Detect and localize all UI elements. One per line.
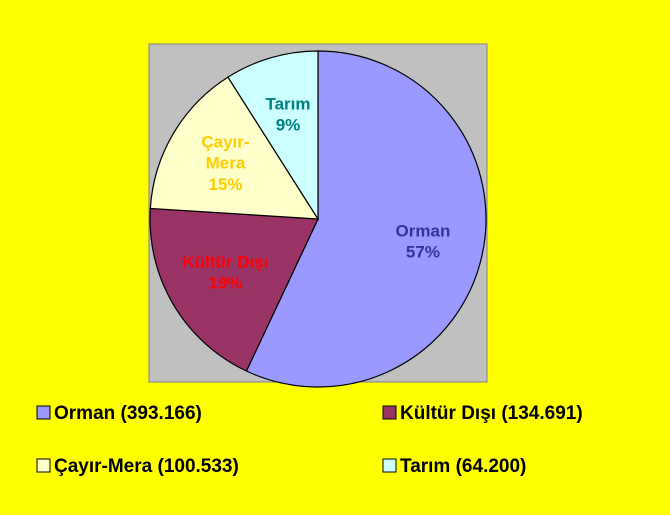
legend-label: Kültür Dışı (134.691) [400, 403, 583, 424]
legend-swatch [36, 458, 51, 473]
slice-category: Kültür Dışı [182, 253, 268, 272]
pie-slice [227, 50, 319, 222]
slice-category: Çayır-Mera [201, 133, 249, 173]
slice-value-label: 15% [208, 175, 242, 194]
slice-category: Orman [396, 221, 451, 240]
slice-category: Tarım [265, 95, 310, 114]
slice-value-label: 19% [208, 274, 242, 293]
legend-label: Tarım (64.200) [400, 456, 526, 477]
slice-value-label: 57% [406, 242, 440, 261]
pie-slice [149, 76, 320, 220]
slice-value-label: 9% [276, 116, 301, 135]
slice-label: Orman 57% [396, 221, 451, 261]
slice-label: Tarım 9% [265, 95, 310, 135]
legend-label: Orman (393.166) [54, 403, 202, 424]
pie-slice [149, 207, 319, 372]
slice-label: Kültür Dışı 19% [182, 253, 268, 293]
slice-label: Çayır-Mera 15% [201, 133, 249, 194]
legend-swatch [382, 405, 397, 420]
legend-label: Çayır-Mera (100.533) [54, 456, 239, 477]
legend-swatch [382, 458, 397, 473]
pie-slice [245, 50, 487, 388]
legend-swatch [36, 405, 51, 420]
